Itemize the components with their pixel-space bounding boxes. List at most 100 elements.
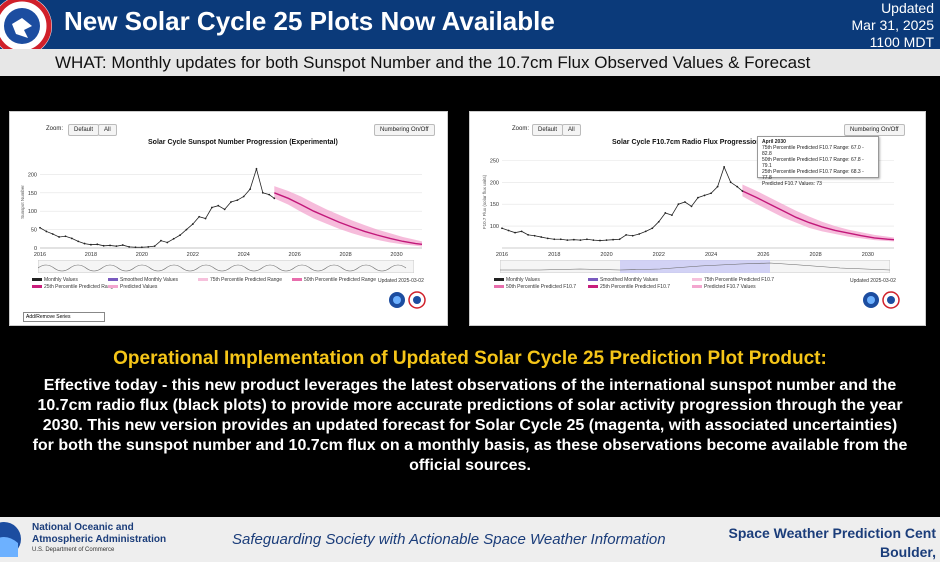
observed-point xyxy=(625,233,628,236)
navigator-strip[interactable] xyxy=(38,260,414,273)
observed-point xyxy=(572,238,575,241)
observed-point xyxy=(599,239,601,242)
page-title: New Solar Cycle 25 Plots Now Available xyxy=(64,6,555,36)
sunspot-chart[interactable]: 0 50 100 150 200 2016 2018 2020 2022 2024 2026 2028… xyxy=(10,148,447,258)
updated-date: Mar 31, 2025 xyxy=(851,17,935,33)
chart-title: Solar Cycle F10.7cm Radio Flux Progressi… xyxy=(612,139,812,146)
observed-point xyxy=(677,203,680,206)
announcement-body: Effective today - this new product lever… xyxy=(32,377,908,474)
x-tick-label: 2016 xyxy=(34,252,46,258)
observed-point xyxy=(697,196,699,199)
x-tick-label: 2022 xyxy=(653,252,665,258)
f107-chart[interactable]: 100 150 200 250 2016 2018 2020 2022 2024 2026 2028… xyxy=(470,148,925,258)
y-tick-label: 100 xyxy=(28,209,37,215)
legend-25th[interactable]: 25th Percentile Predicted Range xyxy=(32,284,116,290)
observed-point xyxy=(618,238,621,241)
legend-75th[interactable]: 75th Percentile Predicted F10.7 xyxy=(692,277,774,283)
legend-predicted[interactable]: Predicted F10.7 Values xyxy=(692,284,756,290)
observed-point xyxy=(115,245,118,248)
observed-point xyxy=(51,233,54,235)
observed-point xyxy=(236,199,239,202)
y-axis-label: F10.7 Flux (solar flux units) xyxy=(482,174,487,229)
tooltip-title: April 2030 xyxy=(762,139,786,145)
observed-point xyxy=(664,212,667,214)
y-tick-label: 250 xyxy=(490,158,499,164)
updated-stamp: Updated Mar 31, 2025 1100 MDT xyxy=(852,0,935,51)
observed-point xyxy=(527,233,530,236)
observed-point xyxy=(638,233,641,235)
x-tick-label: 2018 xyxy=(548,252,560,258)
observed-point xyxy=(153,245,156,248)
x-tick-label: 2018 xyxy=(85,252,97,258)
y-tick-label: 200 xyxy=(28,172,37,178)
navigator-strip[interactable] xyxy=(500,260,890,273)
observed-point xyxy=(211,206,213,209)
y-tick-label: 150 xyxy=(28,191,37,197)
observed-point xyxy=(204,217,207,220)
legend-monthly[interactable]: Monthly Values xyxy=(32,277,78,283)
x-tick-label: 2026 xyxy=(757,252,769,258)
observed-point xyxy=(102,244,105,247)
observed-point xyxy=(185,228,188,231)
x-tick-label: 2030 xyxy=(862,252,874,258)
observed-point xyxy=(83,242,86,245)
legend-75th[interactable]: 75th Percentile Predicted Range xyxy=(198,277,282,283)
tooltip-line: 50th Percentile Predicted F10.7 Range: 6… xyxy=(762,157,864,169)
subheader-bar: WHAT: Monthly updates for both Sunspot N… xyxy=(0,49,940,76)
observed-point xyxy=(255,167,258,170)
observed-point xyxy=(198,215,201,218)
legend-smoothed[interactable]: Smoothed Monthly Values xyxy=(108,277,178,283)
observed-point xyxy=(96,243,99,246)
x-tick-label: 2022 xyxy=(187,252,199,258)
legend-predicted[interactable]: Predicted Values xyxy=(108,284,157,290)
tooltip-line: 75th Percentile Predicted F10.7 Range: 6… xyxy=(762,145,864,157)
updated-time: 1100 MDT xyxy=(869,34,934,50)
zoom-all-button[interactable]: All xyxy=(562,124,581,136)
observed-point xyxy=(39,226,41,229)
zoom-default-button[interactable]: Default xyxy=(532,124,564,136)
observed-point xyxy=(242,195,245,198)
legend-smoothed[interactable]: Smoothed Monthly Values xyxy=(588,277,658,283)
zoom-label: Zoom: xyxy=(512,126,530,132)
swpc-name: Space Weather Prediction Cent Boulder, xyxy=(728,525,936,560)
x-tick-label: 2020 xyxy=(600,252,612,258)
observed-point xyxy=(261,191,264,194)
observed-point xyxy=(109,244,111,247)
observed-point xyxy=(77,240,80,243)
numbering-toggle-button[interactable]: Numbering On/Off xyxy=(844,124,905,136)
observed-point xyxy=(723,166,726,168)
legend-25th[interactable]: 25th Percentile Predicted F10.7 xyxy=(588,284,670,290)
observed-point xyxy=(217,204,220,207)
add-remove-series-select[interactable]: Add/Remove Series xyxy=(23,312,105,322)
observed-point xyxy=(684,201,686,203)
x-tick-label: 2024 xyxy=(705,252,717,258)
observed-point xyxy=(147,245,150,248)
observed-point xyxy=(729,181,732,184)
zoom-default-button[interactable]: Default xyxy=(68,124,100,136)
x-tick-label: 2028 xyxy=(339,252,351,258)
zoom-all-button[interactable]: All xyxy=(98,124,117,136)
x-tick-label: 2024 xyxy=(238,252,250,258)
observed-point xyxy=(644,230,647,233)
x-tick-label: 2028 xyxy=(809,252,821,258)
zoom-label: Zoom: xyxy=(46,126,64,132)
observed-point xyxy=(657,220,660,223)
forecast-line xyxy=(274,192,423,246)
legend-monthly[interactable]: Monthly Values xyxy=(494,277,540,283)
noaa-dept: U.S. Department of Commerce xyxy=(32,547,115,553)
observed-line xyxy=(39,167,275,248)
numbering-toggle-button[interactable]: Numbering On/Off xyxy=(374,124,435,136)
noaa-nws-logos-icon xyxy=(389,291,426,309)
tooltip-line: Predicted F10.7 Values: 73 xyxy=(762,181,822,187)
legend-50th[interactable]: 50th Percentile Predicted Range xyxy=(292,277,376,283)
legend-50th[interactable]: 50th Percentile Predicted F10.7 xyxy=(494,284,576,290)
footer-tagline: Safeguarding Society with Actionable Spa… xyxy=(232,531,666,548)
observed-point xyxy=(703,194,706,197)
observed-point xyxy=(566,239,569,242)
chart-tooltip: April 2030 75th Percentile Predicted F10… xyxy=(757,136,879,187)
uncertainty-band xyxy=(274,186,422,247)
observed-point xyxy=(134,246,137,249)
updated-note: Updated 2025-03-02 xyxy=(378,278,424,284)
observed-point xyxy=(586,238,588,241)
observed-point xyxy=(612,238,614,241)
